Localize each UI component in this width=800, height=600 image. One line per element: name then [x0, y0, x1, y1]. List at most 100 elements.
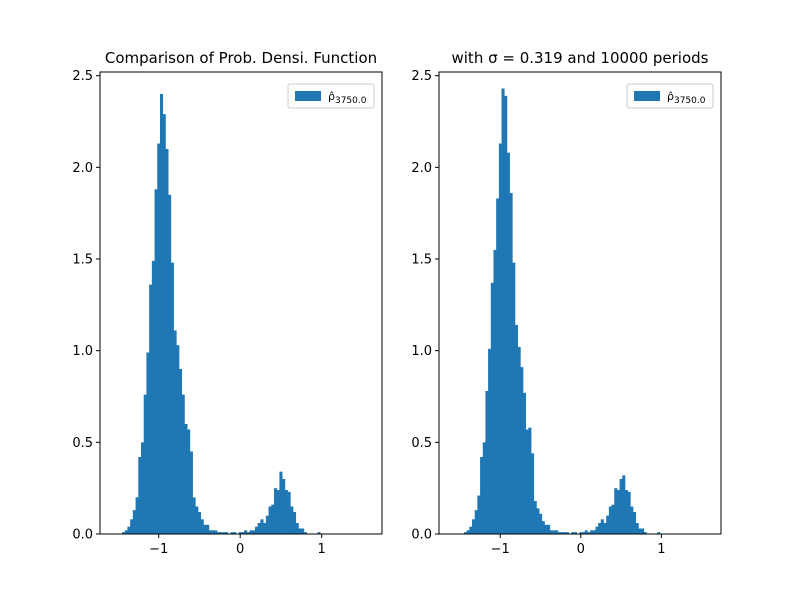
right-histogram-bar-55 [611, 504, 615, 534]
right-histogram-bar-61 [627, 491, 631, 534]
right-subplot: −1 0 1 0.0 0.5 1.0 1.5 2.0 2.5 with σ = 0.319 a… [411, 49, 722, 557]
right-histogram-bar-38 [565, 532, 569, 534]
left-histogram-bar-23 [184, 424, 188, 534]
right-histogram-bar-53 [606, 515, 610, 534]
left-histogram-bar-2 [127, 526, 131, 534]
left-histogram-bar-7 [141, 442, 145, 534]
right-chart-title: with σ = 0.319 and 10000 periods [452, 49, 709, 67]
right-histogram-bar-3 [472, 519, 476, 534]
left-histogram-bar-61 [287, 491, 291, 534]
right-histogram-bar-64 [635, 523, 639, 534]
right-histogram-bar-32 [549, 530, 553, 534]
right-histogram-bar-9 [488, 348, 492, 534]
right-histogram-bar-21 [520, 367, 524, 534]
left-histogram-bar-3 [130, 519, 134, 534]
left-y-tick-label-4: 2.0 [72, 161, 93, 176]
left-legend-label: ρ̂3750.0 [328, 90, 367, 106]
right-histogram-bar-20 [517, 347, 521, 534]
left-histogram-bar-5 [135, 497, 139, 534]
left-histogram-bar-72 [317, 532, 321, 534]
left-histogram-bar-21 [179, 369, 183, 534]
right-y-tick-label-3: 1.5 [411, 253, 432, 268]
left-histogram-bar-14 [160, 94, 164, 534]
right-x-axis-ticks: −1 0 1 [491, 534, 666, 557]
left-histogram-bar-58 [279, 471, 283, 534]
right-histogram-bar-54 [608, 506, 612, 534]
right-histogram-bar-1 [466, 530, 470, 534]
left-histogram-bar-64 [295, 523, 299, 534]
right-histogram-bar-8 [485, 391, 489, 534]
left-histogram-bar-51 [260, 519, 264, 534]
right-histogram-bar-33 [552, 530, 556, 534]
left-histogram-bar-49 [254, 526, 259, 534]
left-histogram-bar-40 [230, 532, 234, 534]
right-histogram-bar-36 [560, 532, 564, 534]
right-histogram-bar-11 [493, 249, 497, 534]
right-histogram-bar-59 [622, 475, 626, 534]
right-histogram-bar-28 [539, 513, 543, 534]
right-histogram-bar-4 [474, 510, 478, 534]
left-histogram-bar-4 [132, 510, 136, 534]
left-histogram-bar-17 [168, 194, 172, 534]
right-histogram-bar-63 [633, 512, 637, 534]
right-y-tick-label-1: 0.5 [411, 436, 432, 451]
right-histogram-bar-14 [501, 88, 505, 534]
right-histogram-bar-31 [547, 524, 551, 534]
right-histogram-bar-25 [531, 453, 535, 534]
left-histogram-bar-53 [265, 515, 269, 534]
left-histogram-bar-54 [268, 506, 272, 534]
left-histogram-bar-44 [241, 532, 245, 534]
left-histogram-bar-56 [273, 488, 278, 534]
right-histogram-bar-22 [523, 392, 527, 534]
right-histogram-bar-24 [528, 427, 532, 534]
left-histogram-bar-36 [219, 532, 223, 534]
right-histogram-bar-66 [641, 528, 645, 534]
right-axes-frame [438, 71, 722, 535]
right-legend-swatch [634, 91, 660, 101]
right-histogram-bar-56 [614, 488, 618, 534]
right-legend: ρ̂3750.0 [626, 83, 714, 109]
right-histogram-bar-6 [480, 457, 484, 534]
right-histogram-bar-5 [477, 495, 481, 534]
left-histogram-bar-22 [181, 394, 185, 534]
right-histogram-bar-30 [544, 524, 548, 534]
right-histogram-bar-45 [584, 530, 588, 534]
right-histogram-bar-19 [514, 325, 518, 534]
left-histogram-bar-0 [122, 532, 126, 534]
left-histogram-bar-66 [301, 528, 305, 534]
right-histogram-bar-35 [557, 532, 561, 534]
left-histogram-bar-16 [165, 149, 169, 534]
right-histogram-bar-60 [624, 490, 628, 534]
left-histogram-bar-35 [217, 532, 221, 534]
left-histogram-bar-47 [249, 530, 253, 534]
left-histogram-bar-57 [276, 490, 280, 534]
right-histogram-bar-65 [638, 528, 642, 534]
left-histogram-bar-52 [263, 523, 267, 534]
left-histogram-bar-27 [195, 506, 199, 534]
left-histogram-bar-45 [244, 530, 248, 534]
right-histogram-bar-52 [603, 523, 607, 534]
left-histogram-bar-13 [157, 143, 161, 534]
left-legend-box [287, 83, 375, 109]
left-histogram-bar-65 [298, 528, 302, 534]
left-histogram-bar-12 [154, 189, 158, 534]
left-histogram-bar-28 [198, 512, 202, 534]
right-histogram-bar-58 [619, 479, 623, 534]
right-histogram-bar-12 [496, 198, 500, 534]
right-histogram-bar-29 [541, 521, 545, 534]
left-histogram-bar-26 [192, 497, 196, 534]
left-histogram-bar-38 [225, 532, 229, 534]
right-histogram-bar-41 [573, 532, 578, 534]
right-histogram-bar-51 [600, 519, 604, 534]
right-histogram-bar-72 [657, 532, 661, 534]
right-legend-label: ρ̂3750.0 [667, 90, 706, 106]
right-histogram-bar-26 [533, 501, 537, 534]
right-histogram-bar-43 [579, 532, 583, 534]
right-histogram-bar-62 [630, 506, 634, 534]
right-histogram-bar-15 [504, 95, 508, 534]
right-histogram-bar-27 [536, 508, 540, 534]
left-histogram-bar-50 [257, 523, 261, 534]
left-histogram-bar-15 [162, 114, 166, 535]
right-histogram-bar-49 [595, 526, 599, 534]
right-histogram-bar-37 [563, 532, 567, 534]
